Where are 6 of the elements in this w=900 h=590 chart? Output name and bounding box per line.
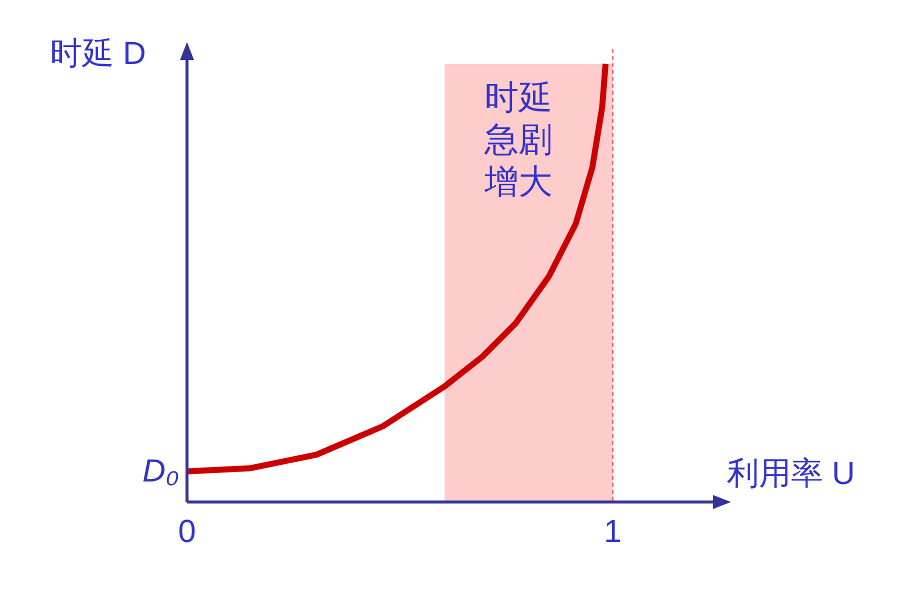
x-tick-label: 0 xyxy=(178,513,196,549)
x-axis-title: 利用率 U xyxy=(727,455,855,491)
y-axis-title: 时延 D xyxy=(50,35,146,71)
band-label: 时延急剧增大 xyxy=(484,78,553,201)
annotation: D₀ xyxy=(142,452,179,488)
x-tick-label: 1 xyxy=(604,513,622,549)
